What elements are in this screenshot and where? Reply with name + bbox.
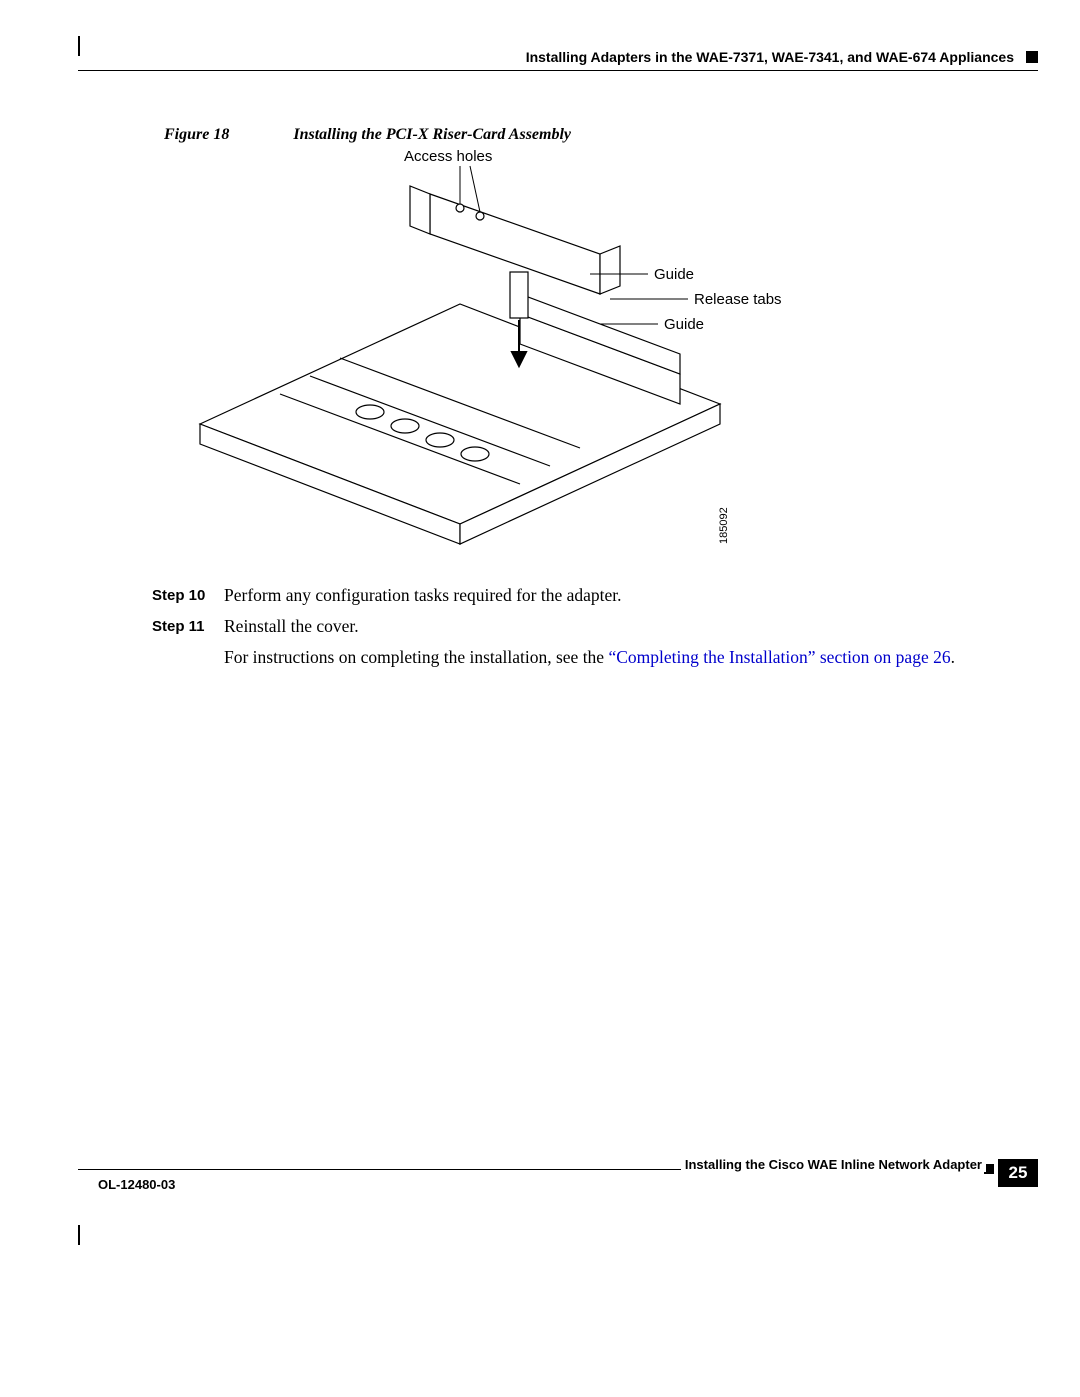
cross-reference-link[interactable]: “Completing the Installation” section on… xyxy=(608,647,950,667)
riser-card-diagram xyxy=(160,144,780,554)
steps-list: Step 10 Perform any configuration tasks … xyxy=(152,582,1038,671)
callout-guide-top: Guide xyxy=(654,266,694,283)
callout-release-tabs: Release tabs xyxy=(694,291,782,308)
header-title: Installing Adapters in the WAE-7371, WAE… xyxy=(526,49,1014,65)
figure-illustration: Access holes Guide Release tabs Guide 18… xyxy=(160,144,780,554)
figure-number: Figure 18 xyxy=(164,126,229,143)
step-subtext: For instructions on completing the insta… xyxy=(224,644,1038,671)
step-text: Reinstall the cover. xyxy=(224,613,1038,640)
step-row: Step 11 Reinstall the cover. xyxy=(152,613,1038,640)
header-square-icon xyxy=(1026,51,1038,63)
page-number: 25 xyxy=(998,1159,1038,1187)
step-label: Step 11 xyxy=(152,613,224,640)
footer-doc-id: OL-12480-03 xyxy=(98,1177,175,1192)
figure-title: Installing the PCI-X Riser-Card Assembly xyxy=(293,126,571,143)
figure-caption: Figure 18 Installing the PCI-X Riser-Car… xyxy=(164,126,571,144)
callout-guide-bottom: Guide xyxy=(664,316,704,333)
header-rule xyxy=(78,70,1038,71)
step-row: Step 10 Perform any configuration tasks … xyxy=(152,582,1038,609)
figure-image-id: 185092 xyxy=(718,507,730,544)
running-header: Installing Adapters in the WAE-7371, WAE… xyxy=(78,48,1038,66)
step-text: Perform any configuration tasks required… xyxy=(224,582,1038,609)
step-sub-prefix: For instructions on completing the insta… xyxy=(224,647,608,667)
page-footer: Installing the Cisco WAE Inline Network … xyxy=(78,1169,1038,1225)
document-page: Installing Adapters in the WAE-7371, WAE… xyxy=(0,0,1080,1397)
crop-mark xyxy=(78,1225,80,1245)
footer-doc-title: Installing the Cisco WAE Inline Network … xyxy=(681,1157,986,1172)
step-sub-suffix: . xyxy=(951,647,955,667)
step-label: Step 10 xyxy=(152,582,224,609)
callout-access-holes: Access holes xyxy=(404,148,492,165)
